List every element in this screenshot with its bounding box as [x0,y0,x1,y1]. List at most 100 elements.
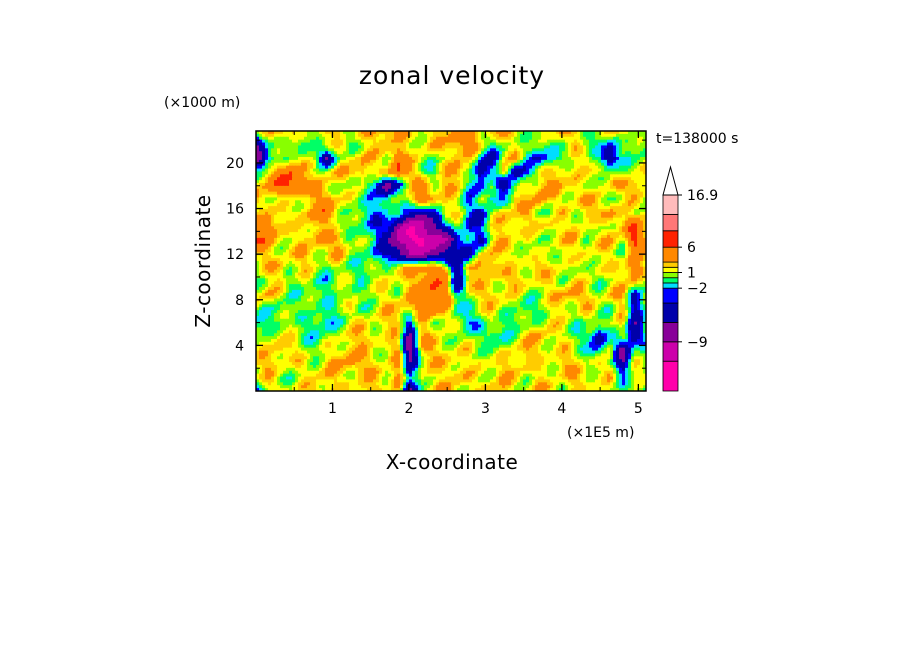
field-cell [376,206,380,210]
field-cell [406,185,410,190]
field-cell [283,185,287,190]
field-cell [508,180,512,184]
field-cell [322,235,326,239]
field-cell [592,200,596,204]
field-cell [526,191,530,196]
field-cell [442,159,446,164]
field-cell [430,232,434,236]
field-cell [379,220,383,225]
field-cell [289,194,293,199]
field-cell [307,185,311,190]
field-cell [622,157,626,161]
field-cell [307,226,311,230]
field-cell [481,206,485,210]
field-cell [511,174,515,178]
field-cell [412,139,416,144]
field-cell [358,142,362,147]
field-cell [472,145,476,149]
field-cell [382,235,386,239]
field-cell [451,171,455,175]
field-cell [373,159,377,164]
field-cell [541,142,545,147]
field-cell [406,168,410,173]
field-cell [616,142,620,147]
field-cell [322,174,326,178]
field-cell [517,191,521,196]
field-cell [511,157,515,161]
field-cell [283,197,287,201]
field-cell [616,191,620,196]
field-cell [442,151,446,155]
field-cell [319,148,323,152]
field-cell [358,148,362,152]
field-cell [463,214,467,219]
field-cell [421,133,425,138]
field-cell [463,194,467,199]
field-cell [568,185,572,190]
field-cell [394,177,398,181]
field-cell [565,235,569,239]
field-cell [484,211,488,216]
field-cell [532,154,536,158]
field-cell [502,200,506,204]
field-cell [391,183,395,187]
field-cell [379,159,383,164]
field-cell [484,159,488,164]
field-cell [391,197,395,201]
field-cell [265,142,269,147]
field-cell [475,168,479,173]
field-cell [628,139,632,144]
field-cell [415,162,419,167]
field-cell [394,214,398,219]
field-cell [529,168,533,173]
field-cell [418,235,422,239]
field-cell [331,194,335,199]
field-cell [304,185,308,190]
field-cell [565,214,569,219]
field-cell [436,211,440,216]
field-cell [391,194,395,199]
field-cell [586,142,590,147]
field-cell [553,139,557,144]
field-cell [289,133,293,138]
field-cell [403,148,407,152]
field-cell [286,139,290,144]
field-cell [445,200,449,204]
field-cell [277,235,281,239]
field-cell [382,142,386,147]
field-cell [472,157,476,161]
field-cell [469,226,473,230]
field-cell [403,232,407,236]
field-cell [409,180,413,184]
field-cell [634,197,638,201]
field-cell [409,226,413,230]
field-cell [373,131,377,135]
field-cell [541,159,545,164]
field-cell [337,171,341,175]
field-cell [400,142,404,147]
field-cell [271,139,275,144]
field-cell [589,159,593,164]
field-cell [271,223,275,227]
field-cell [463,200,467,204]
field-cell [583,197,587,201]
field-cell [289,197,293,201]
field-cell [457,177,461,181]
field-cell [379,194,383,199]
field-cell [271,211,275,216]
field-cell [340,220,344,225]
field-cell [484,139,488,144]
field-cell [460,157,464,161]
field-cell [295,217,299,222]
field-cell [454,174,458,178]
field-cell [379,177,383,181]
field-cell [418,229,422,233]
field-cell [322,211,326,216]
field-cell [274,142,278,147]
field-cell [415,200,419,204]
field-cell [586,206,590,210]
field-cell [556,188,560,193]
field-cell [421,185,425,190]
field-cell [364,157,368,161]
field-cell [628,133,632,138]
